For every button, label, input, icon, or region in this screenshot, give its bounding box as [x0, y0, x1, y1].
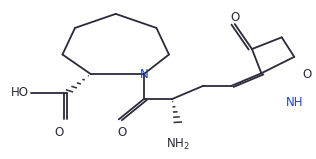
Text: O: O: [55, 126, 64, 139]
Text: N: N: [140, 68, 148, 80]
Text: HO: HO: [11, 86, 29, 99]
Text: O: O: [302, 68, 311, 80]
Text: NH: NH: [285, 96, 303, 109]
Text: O: O: [230, 10, 239, 24]
Text: NH$_2$: NH$_2$: [167, 137, 190, 152]
Text: O: O: [117, 126, 127, 139]
